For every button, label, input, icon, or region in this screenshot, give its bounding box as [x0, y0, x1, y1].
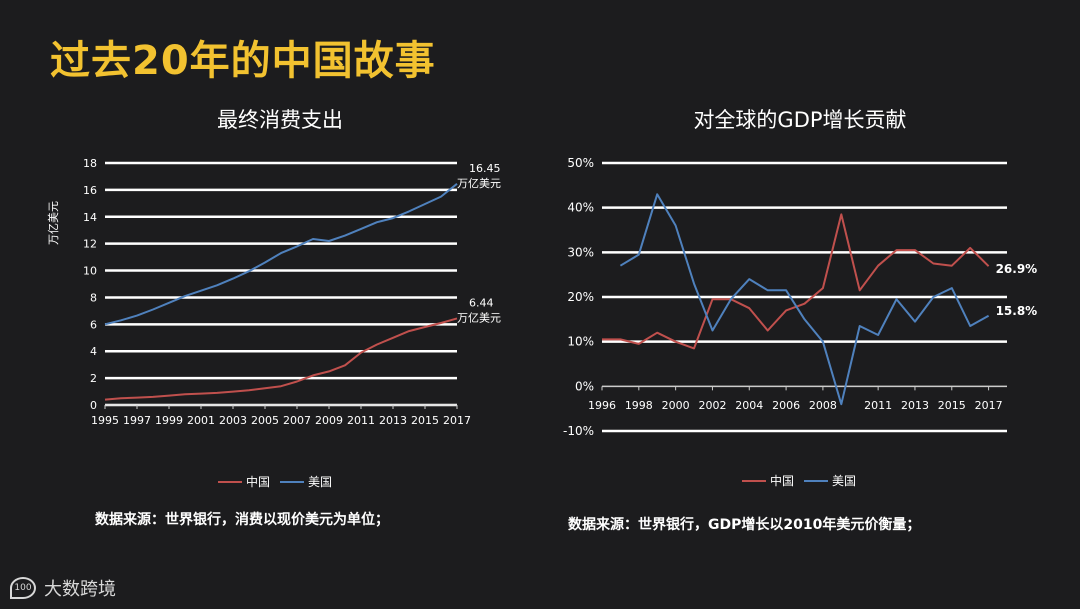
x-tick-label: 1997	[123, 414, 151, 427]
x-tick-label: 2006	[772, 399, 800, 412]
legend-label: 美国	[308, 475, 332, 489]
x-tick-label: 2005	[251, 414, 279, 427]
y-tick-label: 0	[90, 399, 97, 412]
x-tick-label: 2009	[315, 414, 343, 427]
right-source-note: 数据来源：世界银行，GDP增长以2010年美元价衡量；	[568, 517, 921, 533]
y-tick-label: 6	[90, 318, 97, 331]
x-tick-label: 2017	[443, 414, 471, 427]
y-tick-label: 50%	[567, 156, 594, 170]
x-tick-label: 2011	[864, 399, 892, 412]
legend-label: 美国	[832, 474, 856, 488]
right-chart-title: 对全球的GDP增长贡献	[693, 108, 907, 132]
x-tick-label: 2007	[283, 414, 311, 427]
y-tick-label: 10%	[567, 335, 594, 349]
end-value-label: 15.8%	[996, 304, 1038, 318]
x-tick-label: 2013	[379, 414, 407, 427]
end-value-label: 16.45	[469, 162, 501, 175]
x-tick-label: 2001	[187, 414, 215, 427]
y-tick-label: 12	[83, 238, 97, 251]
x-tick-label: 2004	[735, 399, 763, 412]
y-tick-label: 10	[83, 265, 97, 278]
x-tick-label: 2011	[347, 414, 375, 427]
series-line-china	[104, 317, 458, 401]
gdp-contribution-chart: -10% 0% 10% 20% 30% 40% 50% 1996 1998 2000 2002 200…	[563, 156, 1038, 488]
x-tick-label: 2015	[938, 399, 966, 412]
x-tick-label: 1995	[91, 414, 119, 427]
y-tick-label: 4	[90, 345, 97, 358]
left-chart-title: 最终消费支出	[217, 108, 343, 132]
y-tick-label: 18	[83, 157, 97, 170]
x-tick-label: 1999	[155, 414, 183, 427]
y-tick-label: 2	[90, 372, 97, 385]
x-tick-label: 2013	[901, 399, 929, 412]
series-line-usa	[104, 183, 458, 326]
x-tick-label: 1996	[588, 399, 616, 412]
y-tick-label: -10%	[563, 424, 594, 438]
end-unit-label: 万亿美元	[457, 177, 501, 190]
y-tick-label: 20%	[567, 290, 594, 304]
y-tick-label: 40%	[567, 201, 594, 215]
x-tick-label: 2017	[975, 399, 1003, 412]
series-line-china	[602, 213, 990, 350]
y-tick-label: 8	[90, 291, 97, 304]
series-line-usa	[619, 193, 990, 406]
brand-name: 大数跨境	[44, 579, 116, 600]
brand: 100 大数跨境	[10, 575, 116, 601]
end-value-label: 26.9%	[996, 262, 1038, 276]
x-tick-label: 2000	[662, 399, 690, 412]
x-tick-label: 1998	[625, 399, 653, 412]
y-tick-label: 0%	[575, 379, 594, 393]
x-tick-label: 2002	[698, 399, 726, 412]
legend-label: 中国	[770, 473, 794, 488]
brand-logo-icon: 100	[10, 577, 36, 599]
y-axis-label: 万亿美元	[47, 201, 60, 245]
x-tick-label: 2015	[411, 414, 439, 427]
y-tick-label: 30%	[567, 245, 594, 259]
x-tick-label: 2003	[219, 414, 247, 427]
consumption-chart: 0 2 4 6 8 10 12 14 16 18 1995 1997 1999 2001 2003 2005 2…	[47, 157, 501, 489]
end-value-label: 6.44	[469, 296, 494, 309]
legend-label: 中国	[246, 474, 270, 489]
end-unit-label: 万亿美元	[457, 311, 501, 324]
y-tick-label: 14	[83, 211, 97, 224]
x-tick-label: 2008	[809, 399, 837, 412]
y-tick-label: 16	[83, 184, 97, 197]
left-source-note: 数据来源：世界银行，消费以现价美元为单位；	[95, 512, 389, 528]
page-title: 过去20年的中国故事	[50, 38, 436, 84]
